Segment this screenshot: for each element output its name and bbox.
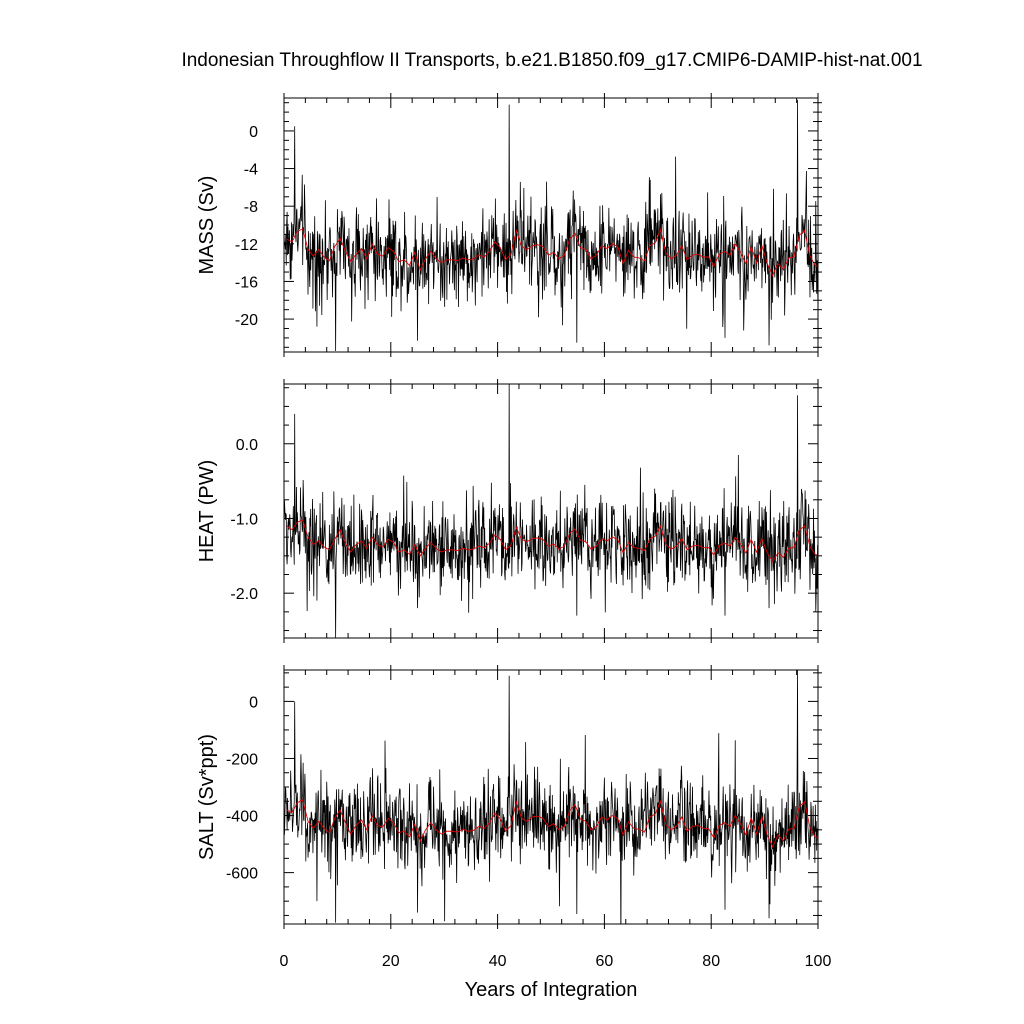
panel-1: 0 -4 -8 -12 -16 -20 MASS (Sv) [196, 93, 822, 357]
panel-3: 0 -200 -400 -600 SALT (Sv*ppt) [196, 665, 822, 929]
x-tick-labels: 0 20 40 60 80 100 [280, 953, 832, 970]
y-tick-label: 0.0 [236, 437, 258, 454]
y-tick-label: -200 [226, 751, 258, 768]
y-tick-label: -16 [235, 274, 258, 291]
monthly-series-line [284, 670, 818, 924]
monthly-series-line [284, 384, 818, 638]
y-axis-label: MASS (Sv) [196, 176, 218, 275]
panel-frame [283, 669, 819, 925]
y-tick-label: -600 [226, 866, 258, 883]
chart-title: Indonesian Throughflow II Transports, b.… [181, 50, 922, 71]
x-axis-label: Years of Integration [465, 979, 638, 1001]
x-tick-label: 60 [596, 953, 614, 970]
y-tick-label: 0 [249, 694, 258, 711]
x-tick-label: 0 [280, 953, 289, 970]
y-axis-label: HEAT (PW) [196, 460, 218, 563]
y-tick-label: -12 [235, 237, 258, 254]
x-tick-label: 100 [805, 953, 832, 970]
annual-mean-line [286, 519, 818, 563]
x-tick-label: 20 [382, 953, 400, 970]
y-tick-label: -2.0 [230, 586, 258, 603]
y-tick-label: -8 [244, 199, 258, 216]
y-axis-label: SALT (Sv*ppt) [196, 734, 218, 860]
y-tick-label: 0 [249, 124, 258, 141]
x-tick-label: 80 [702, 953, 720, 970]
y-tick-label: -4 [244, 162, 258, 179]
panel-frame [283, 383, 819, 639]
y-tick-label: -400 [226, 809, 258, 826]
y-tick-label: -1.0 [230, 511, 258, 528]
annual-mean-line [286, 228, 818, 277]
panels: 0 -4 -8 -12 -16 -20 MASS (Sv) 0.0 -1.0 -2.0 HEAT (… [196, 93, 822, 929]
y-tick-label: -20 [235, 312, 258, 329]
x-tick-label: 40 [489, 953, 507, 970]
panel-2: 0.0 -1.0 -2.0 HEAT (PW) [196, 379, 822, 643]
monthly-series-line [284, 99, 818, 352]
annual-mean-line [286, 799, 818, 849]
